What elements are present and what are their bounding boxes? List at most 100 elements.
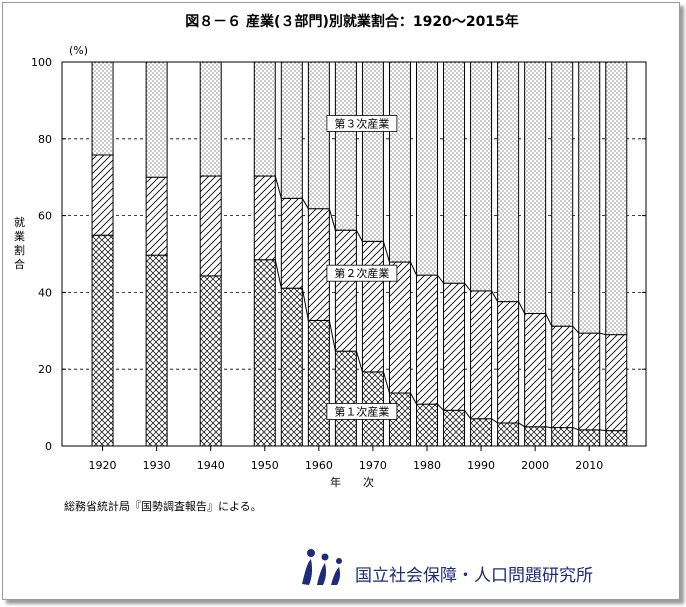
bar-segment-tertiary [334,61,357,231]
bar-segment-tertiary [443,61,466,284]
bar-segment-secondary [551,325,574,429]
bar-segment-primary [497,422,520,447]
bar-segment-primary [280,287,303,447]
bar-segment-secondary [334,229,357,352]
stack-connector-line [382,241,390,263]
stack-connector-line [301,198,309,209]
bar-segment-primary [307,319,330,447]
series-label-box [326,115,398,132]
stack-connectors [274,175,606,432]
bar-segment-secondary [605,334,628,432]
y-tick-label: 40 [38,286,52,299]
x-axis-ticks: 1920 1930 1940 1950 1960 1970 1980 1990 2000 2010 [89,446,603,472]
stack-connector-line [464,282,471,292]
x-tick-label: 1960 [305,459,333,472]
plot-area [61,61,647,447]
bar-segment-secondary [497,301,520,424]
series-label-box [326,264,398,282]
stack-connector-line [545,426,552,429]
y-tick-label: 0 [45,440,52,453]
stack-connector-line [518,422,525,428]
footnote: 総務省統計局『国勢調査報告』による。 [64,499,262,513]
stack-connector-line [328,208,336,231]
bar-segment-primary [253,259,276,447]
stack-connector-line [599,332,606,336]
bar-segment-tertiary [497,61,520,303]
bar-segment-tertiary [307,61,330,210]
bar-stacks [91,61,628,447]
bar-segment-tertiary [605,61,628,336]
series-label: 第１次産業 [334,404,389,418]
bar-segment-secondary [470,290,493,420]
stack-connector-line [572,427,579,431]
stack-connector-line [491,290,499,302]
bar-segment-primary [416,403,438,447]
bar-segment-tertiary [388,61,411,263]
x-tick-label: 2000 [521,459,549,472]
bar-segment-secondary [443,282,466,411]
stack-connector-line [382,371,390,394]
x-tick-label: 1970 [359,459,387,472]
x-tick-label: 2010 [575,459,603,472]
bar-segment-secondary [91,154,114,236]
x-tick-label: 1980 [413,459,441,472]
stack-connector-line [274,175,282,199]
bar-segment-secondary [388,261,411,394]
stack-connector-line [410,392,417,405]
y-tick-label: 20 [38,363,52,376]
bar-segment-tertiary [280,61,303,199]
bar-segment-primary [334,350,357,447]
y-tick-label: 80 [38,133,52,146]
bar-segment-tertiary [470,61,493,292]
bar-segment-primary [605,430,628,447]
bar-segment-tertiary [416,61,438,276]
bar-segment-secondary [253,175,276,261]
x-tick-label: 1990 [467,459,495,472]
stack-connector-line [410,261,417,276]
y-tick-label: 60 [38,210,52,223]
bar-segment-secondary [361,240,384,373]
y-axis-label: 就業割合 [14,215,25,271]
series-label: 第２次産業 [334,266,389,280]
bar-segment-secondary [280,197,303,289]
logo: 国立社会保障・人口問題研究所 [302,549,593,586]
logo-text: 国立社会保障・人口問題研究所 [355,566,593,586]
bar-segment-primary [91,234,114,447]
bar-segment-secondary [524,313,547,428]
bar-segment-primary [199,275,222,447]
stack-connector-line [437,274,444,284]
bar-segment-tertiary [361,61,384,242]
series-label-box [326,403,398,420]
stack-connector-line [491,418,498,424]
stack-connector-line [355,351,363,373]
bar-segment-primary [145,254,168,447]
x-tick-label: 1920 [89,459,117,472]
bar-segment-tertiary [145,61,168,178]
stack-connector-line [464,409,471,420]
series-labels: 第１次産業 第２次産業 第３次産業 [326,115,398,420]
bar-segment-primary [443,409,466,447]
chart-title: 図８－６ 産業(３部門)別就業割合：1920～2015年 [185,13,519,30]
bar-segment-secondary [578,332,601,431]
stack-connector-line [274,259,282,289]
y-unit-label: (%) [69,44,88,57]
stack-connector-line [572,325,580,334]
stack-connector-line [545,313,553,327]
bar-segment-tertiary [91,61,114,156]
x-tick-label: 1950 [251,459,279,472]
bar-segment-primary [524,426,547,447]
bar-segment-secondary [307,208,330,321]
bar-segment-tertiary [578,61,601,334]
bar-segment-tertiary [524,61,547,315]
stack-connector-line [355,229,363,242]
bar-segment-secondary [416,274,438,405]
y-axis-ticks: 0 20 40 60 80 100 [31,56,646,453]
series-label: 第３次産業 [334,116,389,130]
bar-segment-primary [578,429,601,447]
x-tick-label: 1940 [197,459,225,472]
bar-segment-secondary [145,176,168,256]
x-axis-label: 年 次 [330,475,374,489]
stack-connector-line [518,301,526,314]
x-tick-label: 1930 [143,459,171,472]
bar-segment-secondary [199,175,222,277]
